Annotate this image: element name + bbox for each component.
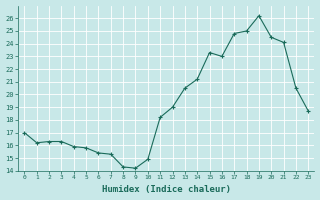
X-axis label: Humidex (Indice chaleur): Humidex (Indice chaleur) <box>102 185 231 194</box>
